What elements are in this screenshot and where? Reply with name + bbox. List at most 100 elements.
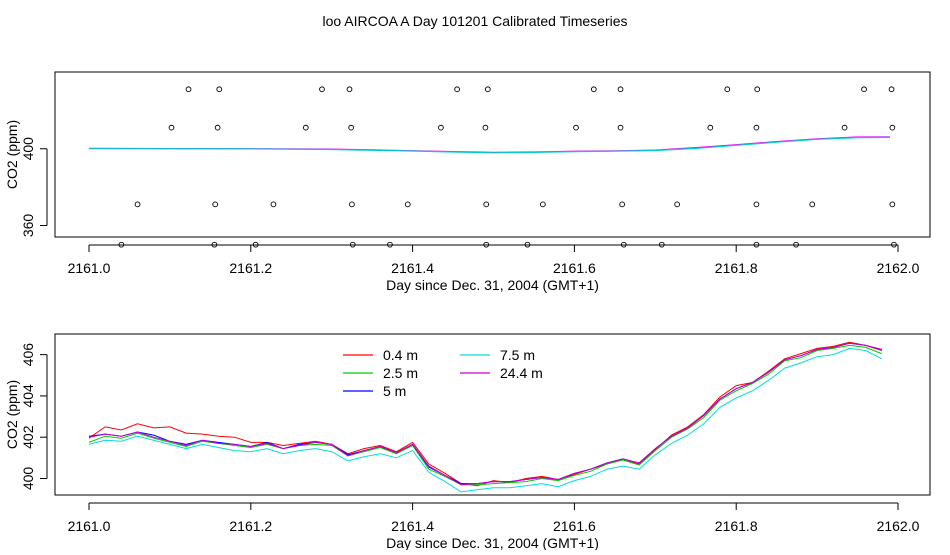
x-axis: 2161.0 2161.2 2161.4 2161.6 2161.8 2162.0 (68, 244, 920, 276)
y-axis: 400 402 404 406 (20, 343, 48, 491)
data-point (889, 124, 896, 131)
x-axis: 2161.0 2161.2 2161.4 2161.6 2161.8 2162.0 (68, 502, 920, 534)
series-line-7-5-m (88, 347, 883, 493)
legend-label: 0.4 m (383, 347, 418, 363)
data-point (482, 124, 489, 131)
y-tick-label: 400 (20, 137, 36, 161)
data-point (454, 86, 460, 93)
x-axis-label: Day since Dec. 31, 2004 (GMT+1) (386, 277, 599, 293)
data-point (387, 241, 393, 248)
series-line (89, 136, 890, 154)
data-point (483, 201, 490, 208)
data-point (212, 201, 219, 208)
data-point (438, 124, 444, 131)
x-tick-label: 2161.2 (229, 260, 272, 276)
x-tick-label: 2161.8 (715, 260, 758, 276)
legend-label: 24.4 m (500, 365, 543, 381)
data-point (674, 201, 680, 208)
legend-item: 7.5 m (460, 347, 535, 363)
x-tick-label: 2161.6 (553, 518, 596, 534)
data-point (185, 86, 192, 93)
data-point (617, 86, 624, 93)
series-line-24-4-m (88, 342, 882, 486)
x-tick-label: 2161.0 (68, 260, 111, 276)
data-point (349, 241, 356, 248)
legend-item: 24.4 m (460, 365, 543, 381)
data-point (539, 201, 546, 208)
y-axis-label: CO2 (ppm) (4, 380, 20, 449)
legend: 0.4 m 2.5 m 5 m 7.5 m 24.4 m (343, 347, 543, 399)
x-tick-label: 2162.0 (877, 260, 920, 276)
data-point (753, 124, 760, 131)
legend-label: 7.5 m (500, 347, 535, 363)
data-point (620, 241, 627, 248)
legend-item: 2.5 m (343, 365, 418, 381)
data-point (483, 241, 490, 248)
data-point (211, 241, 218, 248)
data-point (590, 86, 597, 93)
y-axis: 360 400 (20, 137, 48, 238)
data-point (754, 86, 761, 93)
y-tick-label: 360 (20, 214, 36, 238)
x-tick-label: 2161.4 (391, 260, 434, 276)
data-point (573, 124, 579, 131)
data-point (724, 86, 731, 93)
series-line (88, 136, 890, 154)
data-point (753, 201, 760, 208)
data-point (658, 241, 665, 248)
data-point (118, 241, 125, 248)
data-point (888, 86, 895, 93)
data-point (793, 241, 799, 248)
series-line-2-5-m (88, 344, 882, 486)
legend-item: 0.4 m (343, 347, 418, 363)
data-point (346, 86, 353, 93)
legend-label: 5 m (383, 383, 406, 399)
x-tick-label: 2162.0 (877, 518, 920, 534)
series-line-0-4-m (88, 341, 882, 487)
x-tick-label: 2161.2 (229, 518, 272, 534)
x-tick-label: 2161.8 (715, 518, 758, 534)
data-point (841, 124, 848, 131)
y-tick-label: 404 (20, 384, 36, 408)
data-point (861, 86, 867, 93)
data-point (302, 124, 309, 131)
plot-frame (54, 71, 931, 238)
data-point (319, 86, 325, 93)
x-axis-label: Day since Dec. 31, 2004 (GMT+1) (386, 535, 599, 550)
y-tick-label: 400 (20, 467, 36, 491)
data-point (809, 201, 816, 208)
x-tick-label: 2161.0 (68, 518, 111, 534)
plot-frame (54, 333, 931, 496)
data-point (214, 124, 221, 131)
data-point (889, 201, 896, 208)
data-point (404, 201, 411, 208)
data-point (348, 124, 354, 131)
data-point (270, 201, 277, 208)
data-point (619, 201, 625, 208)
data-point (252, 241, 259, 248)
y-tick-label: 406 (20, 343, 36, 367)
bottom-panel-lines: 2161.0 2161.2 2161.4 2161.6 2161.8 2162.0 Day … (4, 333, 931, 551)
data-point (753, 241, 760, 248)
data-point (617, 124, 624, 131)
data-point (707, 124, 714, 131)
data-point (524, 241, 531, 248)
legend-item: 5 m (343, 383, 406, 399)
series-lines (88, 341, 883, 493)
data-point (216, 86, 223, 93)
y-tick-label: 402 (20, 425, 36, 449)
y-axis-label: CO2 (ppm) (4, 120, 20, 189)
top-panel-scatter: 2161.0 2161.2 2161.4 2161.6 2161.8 2162.0 Day … (4, 71, 931, 293)
calibration-points (118, 86, 897, 248)
chart-title: loo AIRCOA A Day 101201 Calibrated Times… (322, 13, 627, 29)
x-tick-label: 2161.6 (553, 260, 596, 276)
legend-label: 2.5 m (383, 365, 418, 381)
data-point (891, 241, 897, 248)
data-point (349, 201, 355, 208)
data-point (134, 201, 141, 208)
data-point (484, 86, 491, 93)
series-line-5-m (88, 342, 882, 485)
x-tick-label: 2161.4 (391, 518, 434, 534)
